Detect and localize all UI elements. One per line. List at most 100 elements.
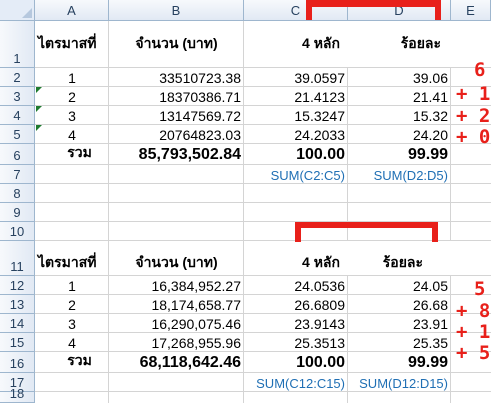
gridline bbox=[35, 351, 491, 352]
gridline bbox=[35, 202, 491, 203]
cell-d14[interactable]: 23.91 bbox=[412, 316, 448, 332]
row-header-14[interactable]: 14 bbox=[0, 314, 35, 333]
cell-a13[interactable]: 2 bbox=[68, 297, 76, 313]
row-header-11[interactable]: 11 bbox=[0, 241, 35, 276]
error-indicator-icon[interactable] bbox=[36, 87, 42, 93]
error-indicator-icon[interactable] bbox=[36, 125, 42, 131]
row-header-10[interactable]: 10 bbox=[0, 222, 35, 241]
cell-c12[interactable]: 24.0536 bbox=[294, 278, 345, 294]
cell-c13[interactable]: 26.6809 bbox=[294, 297, 345, 313]
cell-b5[interactable]: 20764823.03 bbox=[159, 127, 241, 143]
cell-c1[interactable]: 4 หลัก bbox=[244, 21, 348, 67]
row-header-7[interactable]: 7 bbox=[0, 165, 35, 184]
row-header-8[interactable]: 8 bbox=[0, 184, 35, 203]
gridline bbox=[347, 21, 348, 403]
annotation-value: + 8 bbox=[456, 300, 491, 322]
highlight-bracket-bottom bbox=[295, 222, 438, 242]
cell-a15[interactable]: 4 bbox=[68, 335, 76, 351]
cell-c15[interactable]: 25.3513 bbox=[294, 335, 345, 351]
cell-a11[interactable]: ไตรมาสที่ bbox=[38, 254, 97, 270]
cell-b15[interactable]: 17,268,955.96 bbox=[151, 335, 241, 351]
cell-c6[interactable]: 100.00 bbox=[296, 146, 345, 163]
annotation-value: + 2 bbox=[456, 105, 491, 127]
gridline bbox=[35, 391, 491, 392]
select-all-corner[interactable] bbox=[0, 0, 35, 21]
cell-d3[interactable]: 21.41 bbox=[412, 89, 448, 105]
row-header-17[interactable]: 17 bbox=[0, 373, 35, 392]
cell-b16[interactable]: 68,118,642.46 bbox=[139, 354, 241, 371]
cell-b3[interactable]: 18370386.71 bbox=[159, 89, 241, 105]
row-header-12[interactable]: 12 bbox=[0, 276, 35, 295]
gridline bbox=[35, 105, 491, 106]
cell-a16[interactable]: รวม bbox=[67, 352, 92, 368]
gridline bbox=[35, 164, 491, 165]
row-header-16[interactable]: 16 bbox=[0, 352, 35, 373]
gridline bbox=[35, 372, 491, 373]
cell-a1[interactable]: ไตรมาสที่ bbox=[38, 34, 97, 51]
annotation-value: + 1 bbox=[456, 321, 491, 343]
cell-d11[interactable]: ร้อยละ bbox=[348, 241, 451, 275]
cell-c14[interactable]: 23.9143 bbox=[294, 316, 345, 332]
cell-a12[interactable]: 1 bbox=[68, 278, 76, 294]
gridline bbox=[450, 21, 451, 403]
cell-d16[interactable]: 99.99 bbox=[407, 354, 448, 371]
cell-d4[interactable]: 15.32 bbox=[412, 108, 448, 124]
cell-c3[interactable]: 21.4123 bbox=[294, 89, 345, 105]
cell-d12[interactable]: 24.05 bbox=[412, 278, 448, 294]
annotation-value: + 5 bbox=[456, 342, 491, 364]
cell-a6[interactable]: รวม bbox=[67, 144, 92, 160]
error-indicator-icon[interactable] bbox=[36, 106, 42, 112]
cell-d5[interactable]: 24.20 bbox=[412, 127, 448, 143]
gridline bbox=[35, 67, 491, 68]
row-header-2[interactable]: 2 bbox=[0, 68, 35, 87]
cell-b11[interactable]: จำนวน (บาท) bbox=[135, 254, 218, 270]
gridline bbox=[35, 240, 491, 241]
highlight-bracket-top bbox=[306, 0, 441, 20]
gridline bbox=[35, 143, 491, 144]
cell-b14[interactable]: 16,290,075.46 bbox=[151, 316, 241, 332]
cell-b4[interactable]: 13147569.72 bbox=[159, 108, 241, 124]
gridline bbox=[35, 332, 491, 333]
cell-c16[interactable]: 100.00 bbox=[296, 354, 345, 371]
cell-c4[interactable]: 15.3247 bbox=[294, 108, 345, 124]
cell-b1[interactable]: จำนวน (บาท) bbox=[135, 34, 218, 51]
row-header-13[interactable]: 13 bbox=[0, 295, 35, 314]
gridline bbox=[35, 86, 491, 87]
cell-d13[interactable]: 26.68 bbox=[412, 297, 448, 313]
highlight-bracket-top-bar bbox=[306, 0, 441, 7]
cell-a5[interactable]: 4 bbox=[68, 127, 76, 143]
cell-a14[interactable]: 3 bbox=[68, 316, 76, 332]
cell-c11[interactable]: 4 หลัก bbox=[244, 241, 348, 275]
formula-label-d7: SUM(D2:D5) bbox=[373, 168, 448, 183]
cell-b12[interactable]: 16,384,952.27 bbox=[151, 278, 241, 294]
cell-d2[interactable]: 39.06 bbox=[412, 70, 448, 86]
cell-d1[interactable]: ร้อยละ bbox=[348, 21, 451, 67]
column-header-a[interactable]: A bbox=[35, 0, 109, 21]
row-header-3[interactable]: 3 bbox=[0, 87, 35, 106]
row-header-18[interactable]: 18 bbox=[0, 386, 35, 403]
cell-c5[interactable]: 24.2033 bbox=[294, 127, 345, 143]
annotation-value: + 0 bbox=[456, 126, 491, 148]
cell-a4[interactable]: 3 bbox=[68, 108, 76, 124]
gridline bbox=[108, 21, 109, 403]
annotation-value: + 1 bbox=[456, 83, 491, 105]
row-header-5[interactable]: 5 bbox=[0, 125, 35, 144]
column-header-b[interactable]: B bbox=[109, 0, 244, 21]
cell-b13[interactable]: 18,174,658.77 bbox=[151, 297, 241, 313]
row-header-9[interactable]: 9 bbox=[0, 203, 35, 222]
gridline bbox=[35, 275, 491, 276]
cell-b6[interactable]: 85,793,502.84 bbox=[138, 146, 241, 163]
row-header-1[interactable]: 1 bbox=[0, 21, 35, 68]
cell-d15[interactable]: 25.35 bbox=[412, 335, 448, 351]
cell-c2[interactable]: 39.0597 bbox=[294, 70, 345, 86]
row-header-6[interactable]: 6 bbox=[0, 144, 35, 165]
cell-a3[interactable]: 2 bbox=[68, 89, 76, 105]
gridline bbox=[35, 313, 491, 314]
row-header-4[interactable]: 4 bbox=[0, 106, 35, 125]
gridline bbox=[243, 21, 244, 403]
cell-d6[interactable]: 99.99 bbox=[407, 146, 448, 163]
cell-a2[interactable]: 1 bbox=[68, 70, 76, 86]
cell-b2[interactable]: 33510723.38 bbox=[159, 70, 241, 86]
column-header-e[interactable]: E bbox=[451, 0, 491, 21]
row-header-15[interactable]: 15 bbox=[0, 333, 35, 352]
